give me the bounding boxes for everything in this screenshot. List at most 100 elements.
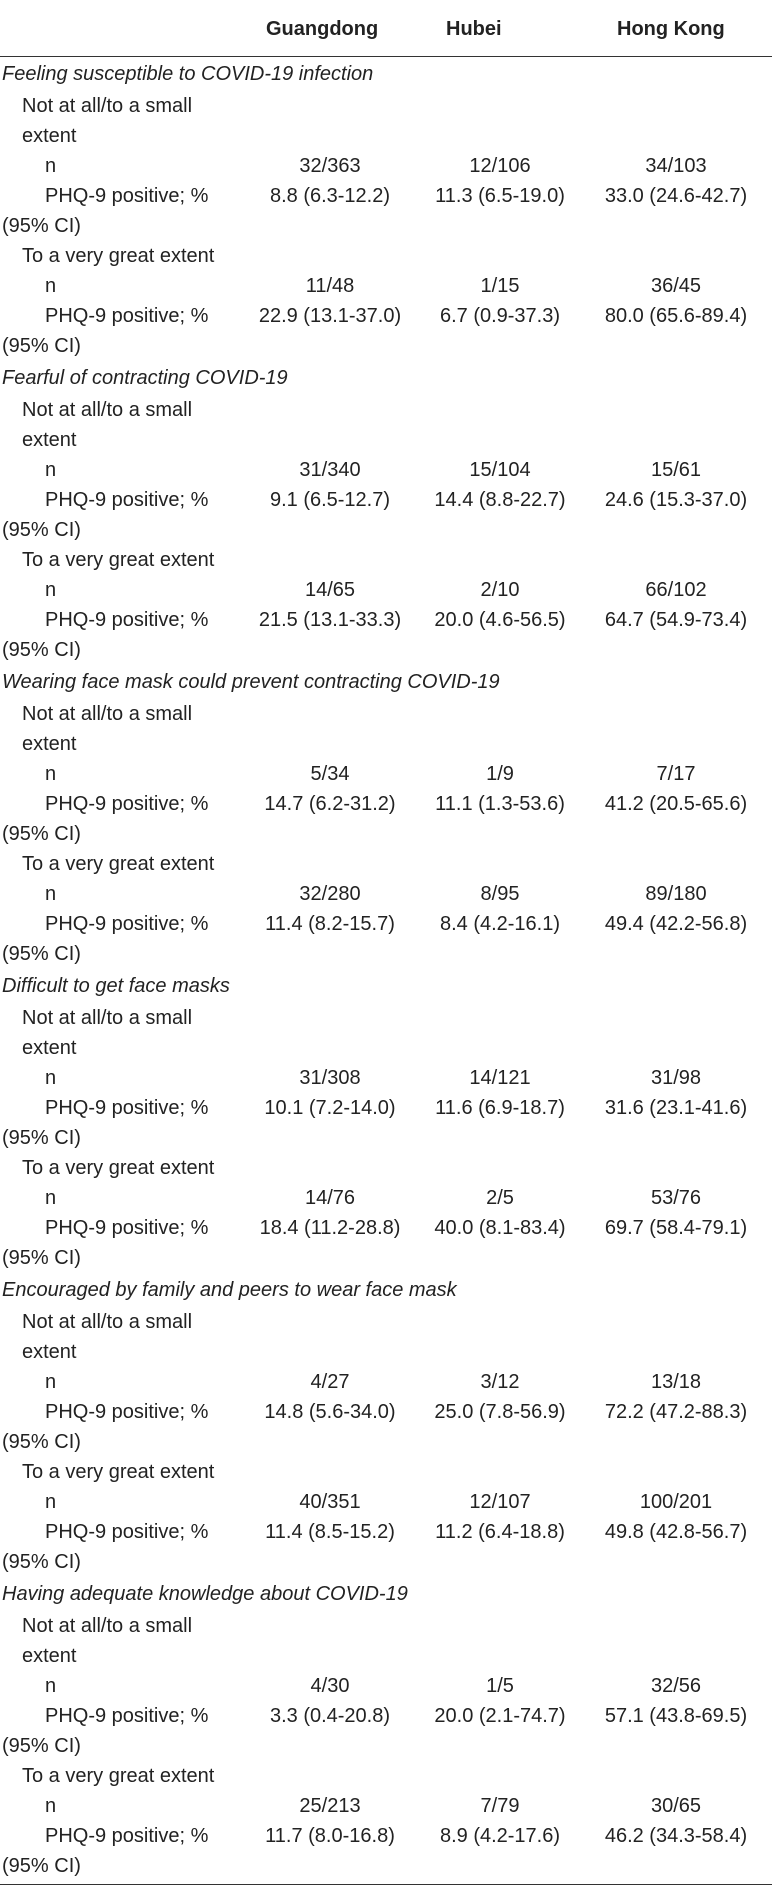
table-row: PHQ-9 positive; % (95% CI) 10.1 (7.2-14.0)… <box>0 1093 772 1153</box>
group-label: To a very great extent <box>22 245 215 267</box>
group-label: To a very great extent <box>22 1157 215 1179</box>
table-row: PHQ-9 positive; % (95% CI) 11.4 (8.2-15.7)… <box>0 909 772 969</box>
table-row: PHQ-9 positive; % (95% CI) 9.1 (6.5-12.7) 1… <box>0 485 772 545</box>
group-label: Not at all/to a small extent <box>22 95 193 147</box>
n-value: 14/121 <box>469 1067 531 1089</box>
table-row: PHQ-9 positive; % (95% CI) 8.8 (6.3-12.2) 1… <box>0 181 772 241</box>
row-label-n: n <box>45 1187 57 1209</box>
table-row: PHQ-9 positive; % (95% CI) 18.4 (11.2-28.8… <box>0 1213 772 1273</box>
row-label-n: n <box>45 1675 57 1697</box>
table-row: n 4/27 3/12 13/18 <box>0 1367 772 1397</box>
n-value: 5/34 <box>310 763 350 785</box>
table-row: n 32/363 12/106 34/103 <box>0 151 772 181</box>
row-label-phq: PHQ-9 positive; % <box>45 609 209 631</box>
table-row: n 40/351 12/107 100/201 <box>0 1487 772 1517</box>
table-row: n 5/34 1/9 7/17 <box>0 759 772 789</box>
n-value: 66/102 <box>645 579 707 601</box>
phq-value: 46.2 (34.3-58.4) <box>604 1825 748 1847</box>
row-label-phq: PHQ-9 positive; % <box>45 1097 209 1119</box>
table-body: Feeling susceptible to COVID-19 infectio… <box>0 57 772 1881</box>
phq-value: 69.7 (58.4-79.1) <box>604 1217 748 1239</box>
phq-value: 33.0 (24.6-42.7) <box>604 185 748 207</box>
phq-value: 11.1 (1.3-53.6) <box>435 793 565 815</box>
phq-value: 40.0 (8.1-83.4) <box>434 1217 566 1239</box>
column-header-hong-kong: Hong Kong <box>617 18 725 40</box>
row-label-phq: PHQ-9 positive; % <box>45 1521 209 1543</box>
n-value: 2/5 <box>486 1187 514 1209</box>
group-label: To a very great extent <box>22 1461 215 1483</box>
row-label-ci: (95% CI) <box>2 519 81 541</box>
row-label-ci: (95% CI) <box>2 1551 81 1573</box>
phq-value: 11.2 (6.4-18.8) <box>435 1521 565 1543</box>
n-value: 32/363 <box>299 155 361 177</box>
row-label-n: n <box>45 1491 57 1513</box>
n-value: 11/48 <box>305 275 355 297</box>
phq-value: 21.5 (13.1-33.3) <box>258 609 402 631</box>
n-value: 25/213 <box>299 1795 361 1817</box>
section-title: Encouraged by family and peers to wear f… <box>2 1279 457 1301</box>
n-value: 89/180 <box>645 883 707 905</box>
table-row: n 31/308 14/121 31/98 <box>0 1063 772 1093</box>
n-value: 40/351 <box>299 1491 361 1513</box>
n-value: 4/30 <box>310 1675 350 1697</box>
n-value: 12/107 <box>469 1491 531 1513</box>
group-label: To a very great extent <box>22 1765 215 1787</box>
row-label-n: n <box>45 1067 57 1089</box>
n-value: 12/106 <box>469 155 531 177</box>
phq-value: 14.4 (8.8-22.7) <box>434 489 566 511</box>
phq-value: 10.1 (7.2-14.0) <box>264 1097 396 1119</box>
n-value: 7/17 <box>656 763 696 785</box>
row-label-n: n <box>45 579 57 601</box>
row-label-phq: PHQ-9 positive; % <box>45 185 209 207</box>
row-label-phq: PHQ-9 positive; % <box>45 1705 209 1727</box>
n-value: 1/9 <box>486 763 514 785</box>
table-row: PHQ-9 positive; % (95% CI) 11.4 (8.5-15.2)… <box>0 1517 772 1577</box>
row-label-ci: (95% CI) <box>2 1431 81 1453</box>
n-value: 31/340 <box>299 459 361 481</box>
phq-value: 41.2 (20.5-65.6) <box>604 793 748 815</box>
table-header: Guangdong Hubei Hong Kong <box>0 0 772 57</box>
table-row: PHQ-9 positive; % (95% CI) 14.7 (6.2-31.2)… <box>0 789 772 849</box>
row-label-ci: (95% CI) <box>2 1247 81 1269</box>
row-label-n: n <box>45 1371 57 1393</box>
n-value: 8/95 <box>480 883 520 905</box>
n-value: 3/12 <box>480 1371 520 1393</box>
group-label: To a very great extent <box>22 853 215 875</box>
row-label-phq: PHQ-9 positive; % <box>45 793 209 815</box>
n-value: 32/280 <box>299 883 361 905</box>
phq-value: 25.0 (7.8-56.9) <box>434 1401 566 1423</box>
phq-value: 11.4 (8.2-15.7) <box>265 913 395 935</box>
row-label-ci: (95% CI) <box>2 1735 81 1757</box>
table-row: PHQ-9 positive; % (95% CI) 3.3 (0.4-20.8) 2… <box>0 1701 772 1761</box>
phq-value: 14.7 (6.2-31.2) <box>264 793 396 815</box>
row-label-n: n <box>45 763 57 785</box>
column-header-guangdong: Guangdong <box>266 18 379 40</box>
n-value: 13/18 <box>650 1371 702 1393</box>
n-value: 1/15 <box>480 275 520 297</box>
phq-value: 8.4 (4.2-16.1) <box>439 913 561 935</box>
table-row: PHQ-9 positive; % (95% CI) 22.9 (13.1-37.0… <box>0 301 772 361</box>
row-label-n: n <box>45 1795 57 1817</box>
n-value: 36/45 <box>650 275 702 297</box>
n-value: 14/65 <box>304 579 356 601</box>
n-value: 30/65 <box>650 1795 702 1817</box>
n-value: 34/103 <box>645 155 707 177</box>
phq-value: 3.3 (0.4-20.8) <box>269 1705 391 1727</box>
n-value: 15/104 <box>469 459 531 481</box>
group-label: Not at all/to a small extent <box>22 703 193 755</box>
n-value: 31/98 <box>650 1067 702 1089</box>
phq-value: 8.8 (6.3-12.2) <box>269 185 391 207</box>
n-value: 1/5 <box>486 1675 514 1697</box>
phq-value: 24.6 (15.3-37.0) <box>604 489 748 511</box>
phq-value: 64.7 (54.9-73.4) <box>604 609 748 631</box>
n-value: 15/61 <box>650 459 702 481</box>
group-label: To a very great extent <box>22 549 215 571</box>
phq-value: 49.8 (42.8-56.7) <box>604 1521 748 1543</box>
phq-value: 9.1 (6.5-12.7) <box>269 489 391 511</box>
n-value: 7/79 <box>480 1795 520 1817</box>
phq-value: 11.4 (8.5-15.2) <box>265 1521 395 1543</box>
row-label-ci: (95% CI) <box>2 823 81 845</box>
row-label-ci: (95% CI) <box>2 639 81 661</box>
phq-value: 14.8 (5.6-34.0) <box>264 1401 396 1423</box>
